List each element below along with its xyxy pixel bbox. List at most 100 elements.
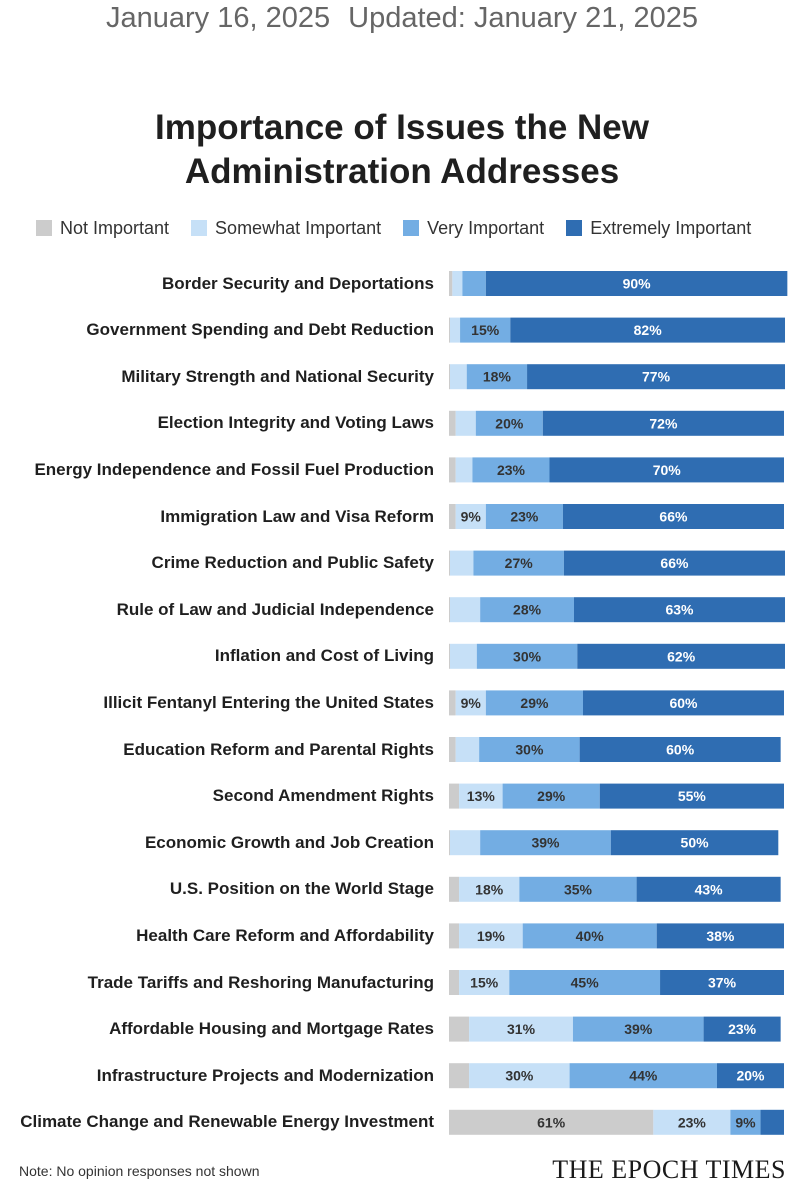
bar-segment (610, 830, 779, 856)
data-label: 28% (513, 602, 542, 618)
bar-segment (509, 970, 661, 995)
data-label: 29% (537, 788, 566, 804)
bar-segment (485, 690, 583, 716)
bar-segment (660, 970, 784, 995)
bar-segment (449, 690, 456, 716)
category-label: Inflation and Cost of Living (214, 646, 434, 666)
bar-segment (450, 830, 481, 856)
data-label: 15% (470, 975, 499, 991)
category-label: Immigration Law and Visa Reform (160, 506, 434, 526)
data-label: 23% (497, 462, 526, 478)
data-label: 19% (477, 928, 506, 944)
bar-segment (449, 504, 456, 529)
bar-segment (455, 737, 480, 762)
category-label: Second Amendment Rights (212, 786, 434, 806)
bar-segment (717, 1063, 784, 1089)
bar-segment (476, 643, 578, 669)
data-label: 27% (505, 555, 534, 571)
data-label: 30% (515, 742, 544, 758)
bar-segment (449, 970, 460, 995)
bar-segment (449, 597, 451, 623)
data-label: 40% (576, 928, 605, 944)
legend-item: Somewhat Important (191, 218, 381, 239)
category-label: Education Reform and Parental Rights (123, 739, 434, 759)
data-label: 77% (642, 369, 671, 385)
data-label: 66% (660, 555, 689, 571)
bar-segment (502, 783, 600, 809)
bar-segment (510, 317, 786, 343)
legend-swatch (36, 220, 52, 236)
category-label: Climate Change and Renewable Energy Inve… (20, 1112, 434, 1132)
category-label: Affordable Housing and Mortgage Rates (109, 1019, 434, 1039)
legend-item: Not Important (36, 218, 169, 239)
bar-segment (636, 876, 781, 902)
bar-segment (459, 876, 520, 902)
bar-segment (449, 550, 451, 576)
category-label: Election Integrity and Voting Laws (157, 413, 434, 433)
bar-segment (703, 1016, 781, 1042)
bar-segment (563, 550, 785, 576)
footnote: Note: No opinion responses not shown (19, 1163, 260, 1179)
category-label: Infrastructure Projects and Modernizatio… (96, 1065, 434, 1085)
bar-segment (473, 550, 564, 576)
dateline: January 16, 2025 Updated: January 21, 202… (0, 2, 804, 35)
data-label: 30% (505, 1068, 534, 1084)
data-label: 29% (520, 695, 549, 711)
bar-segment (455, 504, 486, 529)
legend-label: Not Important (60, 217, 170, 238)
bar-segment (569, 1063, 717, 1089)
bar-segment (450, 597, 481, 623)
published-date: January 16, 2025 (106, 2, 331, 34)
legend-item: Extremely Important (566, 218, 751, 239)
data-label: 23% (510, 509, 539, 525)
bar-segment (469, 1016, 573, 1042)
category-label: Economic Growth and Job Creation (144, 832, 434, 852)
bar-segment (519, 876, 637, 902)
data-label: 31% (507, 1021, 536, 1037)
bar-segment (459, 970, 510, 995)
legend-item: Very Important (403, 218, 544, 239)
bar-segment (462, 271, 486, 296)
data-label: 18% (483, 369, 512, 385)
bar-segment (449, 876, 460, 902)
bar-segment (455, 410, 476, 436)
bar-segment (485, 504, 563, 529)
data-label: 44% (629, 1068, 658, 1084)
data-label: 43% (695, 881, 724, 897)
bar-segment (450, 317, 461, 343)
bar-segment (573, 597, 786, 623)
legend-label: Very Important (427, 217, 545, 238)
category-label: Rule of Law and Judicial Independence (116, 599, 434, 619)
data-label: 60% (669, 695, 698, 711)
category-label: Health Care Reform and Affordability (136, 925, 434, 945)
data-label: 13% (467, 788, 496, 804)
chart-legend: Not Important Somewhat Important Very Impo… (36, 215, 751, 241)
data-label: 90% (623, 276, 652, 292)
legend-swatch (403, 220, 420, 236)
chart-title: Importance of Issues the New Administrat… (154, 108, 650, 191)
data-label: 82% (634, 322, 663, 338)
bar-segment (475, 410, 543, 436)
data-label: 70% (653, 462, 682, 478)
legend-swatch (566, 220, 583, 236)
bar-segment (485, 271, 788, 296)
data-label: 39% (624, 1021, 653, 1037)
bar-segment (455, 457, 473, 483)
bar-segment (522, 923, 657, 949)
data-label: 50% (681, 835, 710, 851)
category-label: Government Spending and Debt Reduction (86, 320, 434, 340)
data-label: 18% (475, 881, 504, 897)
bar-segment (449, 271, 453, 296)
bar-segment (542, 410, 784, 436)
data-label: 23% (678, 1114, 707, 1130)
bar-segment (449, 1016, 470, 1042)
bar-segment (449, 830, 451, 856)
bar-segment (469, 1063, 570, 1089)
category-label: Trade Tariffs and Reshoring Manufacturin… (87, 972, 434, 992)
bar-segment (449, 457, 456, 483)
category-label: Energy Independence and Fossil Fuel Prod… (34, 459, 434, 479)
bar-segment (449, 364, 451, 390)
bar-segment (449, 410, 456, 436)
bar-segment (450, 364, 467, 390)
bar-segment (449, 783, 460, 809)
